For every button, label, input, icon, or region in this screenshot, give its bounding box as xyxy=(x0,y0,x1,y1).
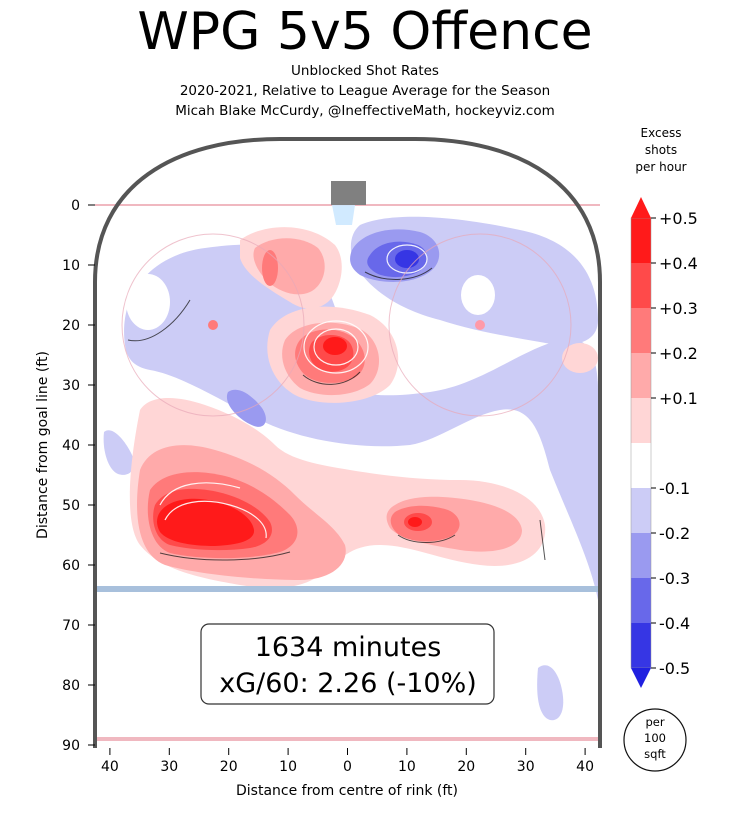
colorbar-tick-label: -0.2 xyxy=(659,524,690,543)
x-axis-ticks: 40 30 20 10 0 10 20 30 40 xyxy=(101,748,594,775)
annotation-frame xyxy=(200,623,495,705)
centre-line xyxy=(95,737,600,741)
colorbar-band xyxy=(631,398,651,443)
y-tick-label: 80 xyxy=(62,678,80,694)
y-tick-label: 50 xyxy=(62,498,80,514)
x-tick-label: 30 xyxy=(517,759,535,775)
colorbar-tick-label: +0.1 xyxy=(659,389,698,408)
blue-line xyxy=(95,586,600,592)
faceoff-circle-left xyxy=(121,233,305,417)
colorbar-band xyxy=(631,353,651,398)
rink-boards xyxy=(93,137,602,748)
colorbar-tick-label: -0.4 xyxy=(659,614,690,633)
colorbar-tick-label: +0.5 xyxy=(659,209,698,228)
xg60-label: xG/60: 2.26 (-10%) xyxy=(219,668,477,699)
negative-region-peak xyxy=(395,250,419,268)
colorbar-band xyxy=(631,308,651,353)
contour-shadows xyxy=(127,267,546,561)
x-tick-label: 10 xyxy=(279,759,297,775)
colorbar-tick-label: -0.1 xyxy=(659,479,690,498)
colorbar-tick-label: -0.5 xyxy=(659,659,690,678)
page-title: WPG 5v5 Offence xyxy=(137,2,593,62)
y-tick-label: 20 xyxy=(62,318,80,334)
colorbar-tick-label: -0.3 xyxy=(659,569,690,588)
colorbar-band xyxy=(631,443,651,488)
subtitle-unblocked-shot-rates: Unblocked Shot Rates xyxy=(291,63,439,79)
colorbar-bands xyxy=(630,217,652,669)
colorbar-title-line-2: shots xyxy=(645,143,677,157)
subtitle-author: Micah Blake McCurdy, @IneffectiveMath, h… xyxy=(175,103,555,119)
x-tick-label: 10 xyxy=(398,759,416,775)
y-tick-label: 40 xyxy=(62,438,80,454)
unit-badge-line-2: 100 xyxy=(644,731,666,745)
unit-badge: per 100 sqft xyxy=(623,708,687,772)
x-tick-label: 30 xyxy=(160,759,178,775)
faceoff-dot-right xyxy=(475,320,485,330)
x-tick-label: 20 xyxy=(220,759,238,775)
goal-crease xyxy=(332,205,355,225)
colorbar-band xyxy=(631,623,651,668)
y-tick-label: 90 xyxy=(62,738,80,754)
goal-net xyxy=(331,181,366,205)
colorbar-band xyxy=(631,263,651,308)
y-tick-label: 70 xyxy=(62,618,80,634)
x-tick-label: 40 xyxy=(576,759,594,775)
colorbar-band xyxy=(631,488,651,533)
y-tick-label: 60 xyxy=(62,558,80,574)
colorbar-tick-label: +0.4 xyxy=(659,254,698,273)
y-axis-ticks: 0 10 20 30 40 50 60 70 80 90 xyxy=(62,198,95,754)
unit-badge-line-3: sqft xyxy=(644,747,666,761)
colorbar-tick-label: +0.3 xyxy=(659,299,698,318)
x-tick-label: 40 xyxy=(101,759,119,775)
x-axis-label: Distance from centre of rink (ft) xyxy=(236,783,458,799)
minutes-label: 1634 minutes xyxy=(255,632,442,663)
colorbar-band xyxy=(631,218,651,263)
x-tick-label: 0 xyxy=(343,759,352,775)
y-tick-label: 10 xyxy=(62,258,80,274)
colorbar-band xyxy=(631,533,651,578)
colorbar: Excess shots per hour +0.5+0.4+0.3+0.2+0… xyxy=(630,126,698,688)
colorbar-title-line-1: Excess xyxy=(641,126,682,140)
colorbar-band xyxy=(631,578,651,623)
colorbar-bottom-arrow xyxy=(631,668,651,688)
contour-lines xyxy=(159,244,428,539)
neutral-holes xyxy=(126,274,495,330)
unit-badge-circle xyxy=(623,708,687,772)
y-tick-label: 30 xyxy=(62,378,80,394)
faceoff-circle-right xyxy=(388,233,572,417)
annotation-box: 1634 minutes xG/60: 2.26 (-10%) xyxy=(200,623,495,705)
y-tick-label: 0 xyxy=(71,198,80,214)
colorbar-title-line-3: per hour xyxy=(635,160,686,174)
colorbar-ticks: +0.5 +0.4 +0.3 +0.2 +0.1 -0.1 -0.2 -0.3 -0.4 -0.5 xyxy=(651,209,698,678)
subtitle-season: 2020-2021, Relative to League Average fo… xyxy=(179,83,551,99)
rink-markings xyxy=(93,137,602,748)
x-tick-label: 20 xyxy=(457,759,475,775)
colorbar-tick-label: +0.2 xyxy=(659,344,698,363)
colorbar-top-arrow xyxy=(631,197,651,218)
unit-badge-line-1: per xyxy=(645,715,664,729)
y-axis-label: Distance from goal line (ft) xyxy=(35,351,51,539)
positive-region-peak xyxy=(157,337,422,546)
